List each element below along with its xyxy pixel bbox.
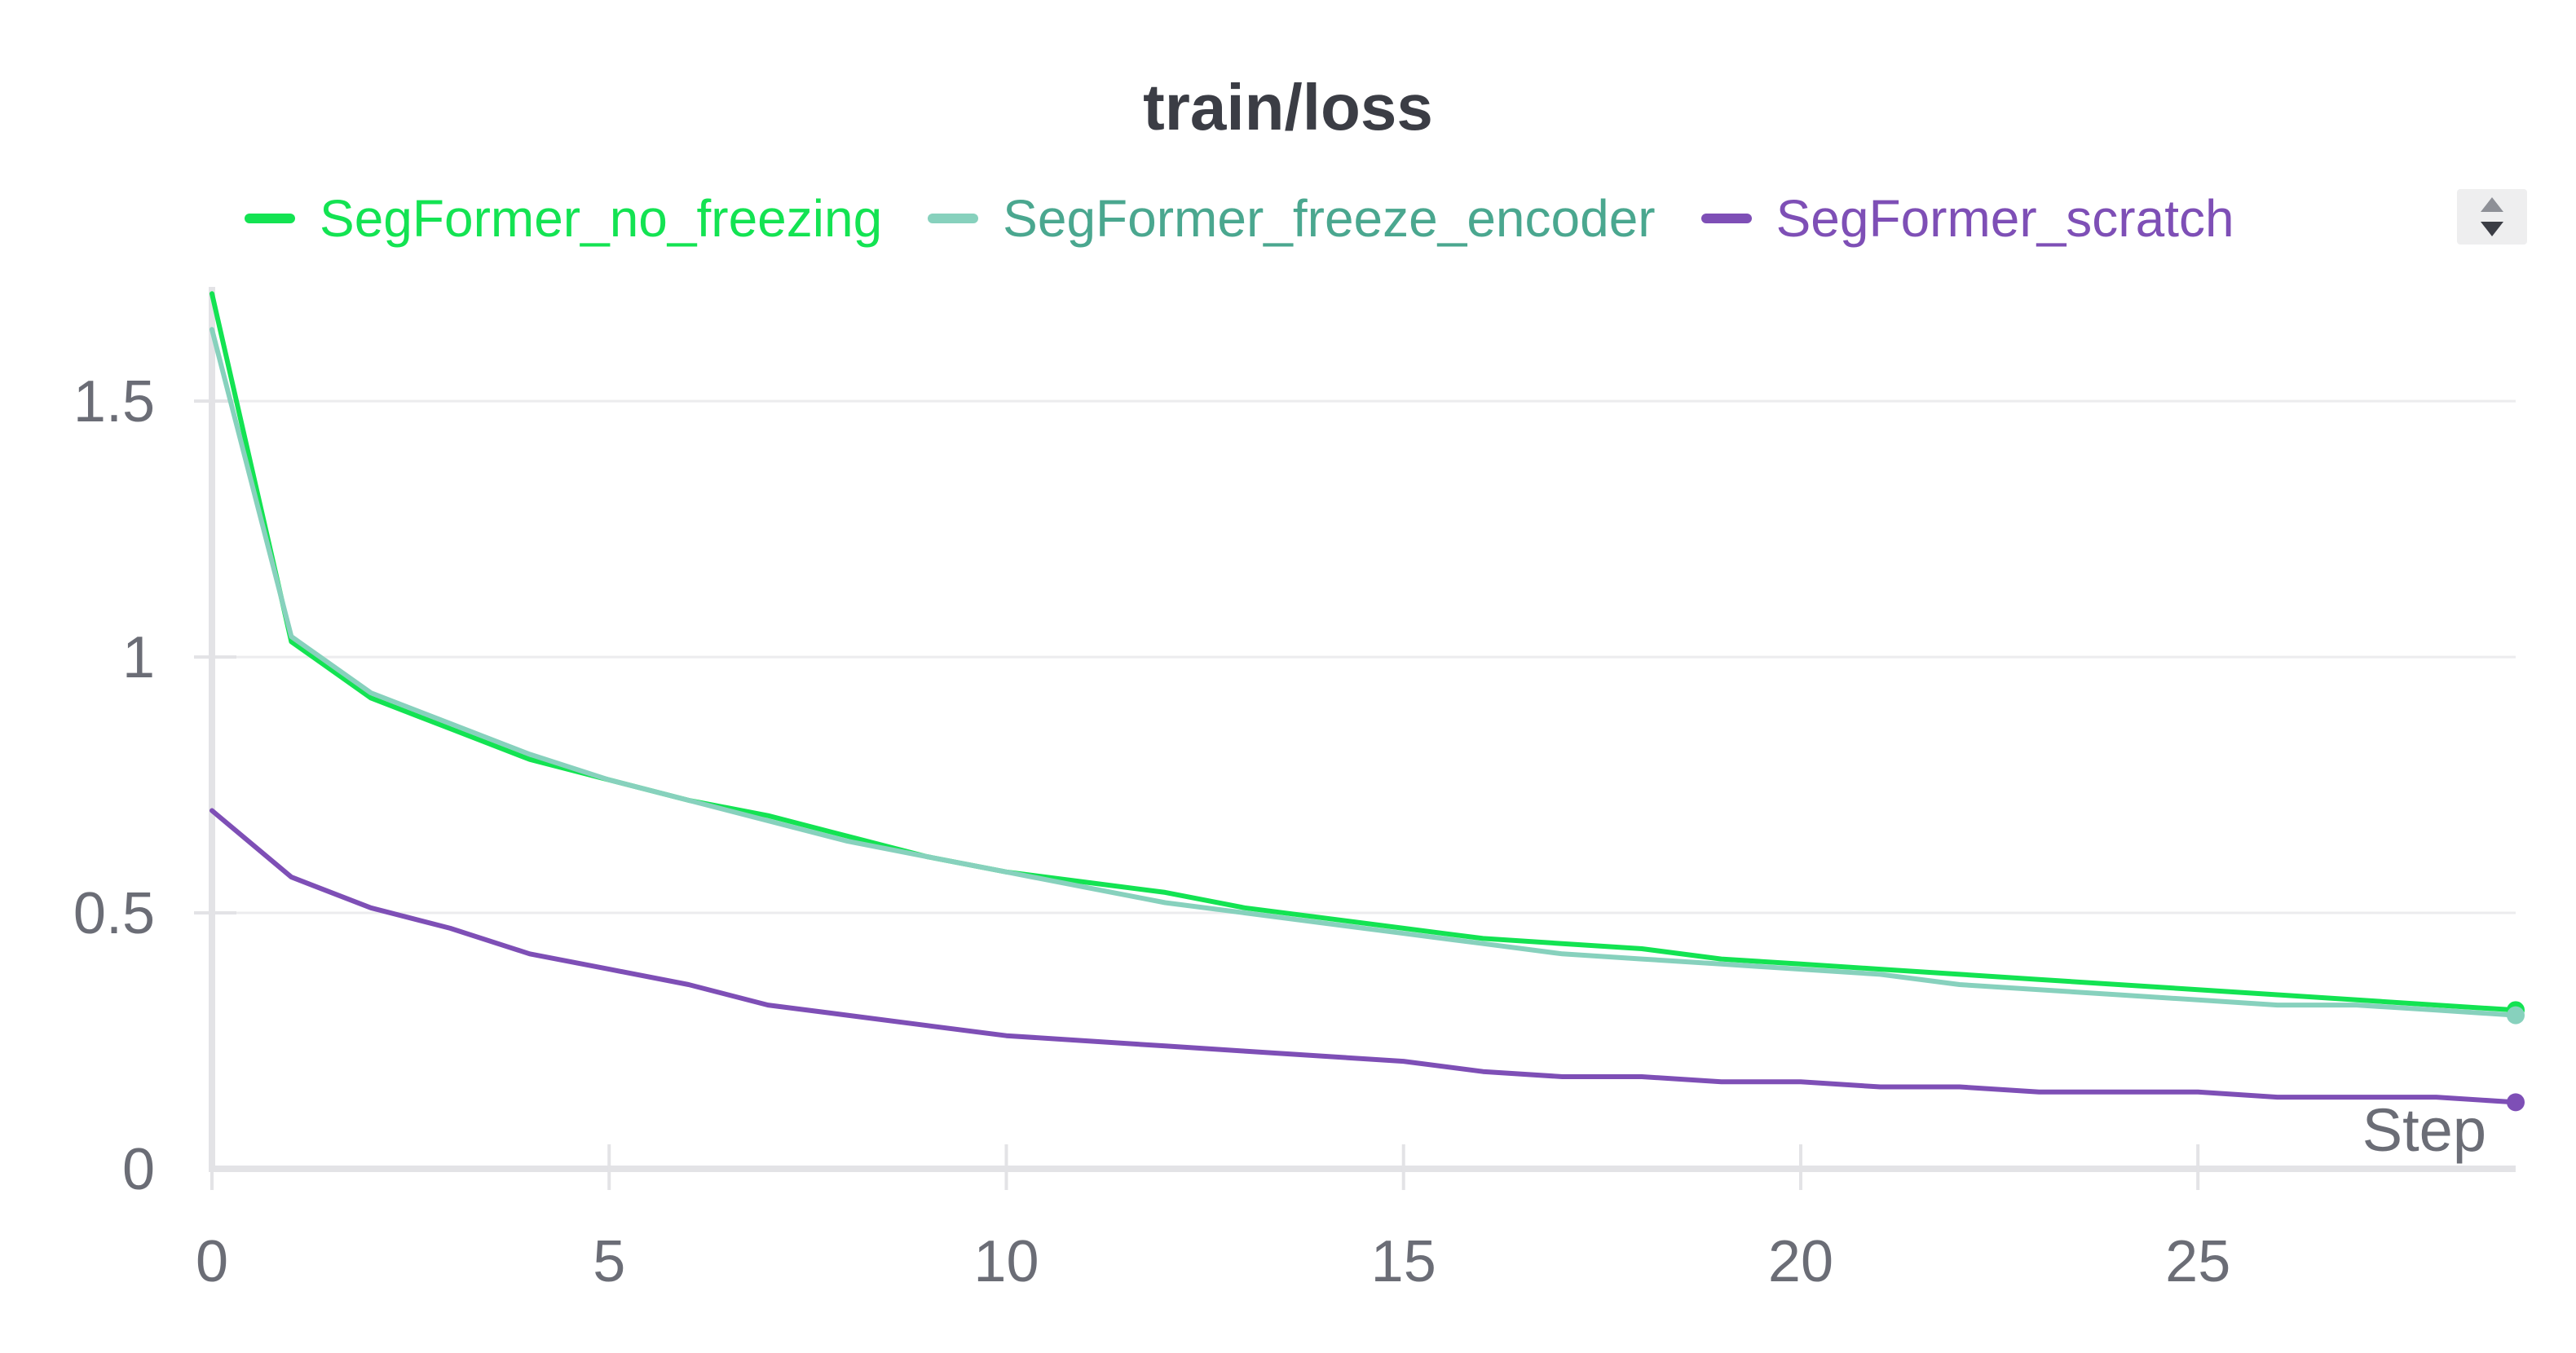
x-tick-label: 0 xyxy=(196,1229,228,1294)
x-axis-label: Step xyxy=(2362,1096,2486,1164)
series-line-1[interactable] xyxy=(210,327,2518,1018)
tick-labels: 0 0.5 1 1.5 0 5 10 15 20 25 xyxy=(73,369,2230,1294)
grid-lines xyxy=(212,399,2516,914)
sort-arrows-icon xyxy=(2481,197,2503,236)
series-line-2[interactable] xyxy=(210,808,2518,1105)
legend-item-scratch[interactable]: SegFormer_scratch xyxy=(1700,189,2234,248)
series-end-point-1[interactable] xyxy=(2507,1006,2525,1025)
y-tick-label: 1 xyxy=(122,625,155,690)
x-tick-label: 5 xyxy=(593,1229,625,1294)
legend-label-scratch: SegFormer_scratch xyxy=(1775,189,2234,248)
legend-item-no-freezing[interactable]: SegFormer_no_freezing xyxy=(245,192,882,245)
y-tick-label: 0 xyxy=(122,1137,155,1202)
legend-label-freeze-encoder: SegFormer_freeze_encoder xyxy=(1003,189,1656,248)
series-lines xyxy=(210,291,2525,1112)
y-tick-label: 1.5 xyxy=(73,369,155,434)
legend-swatch-no-freezing xyxy=(245,214,295,223)
legend-label-no-freezing: SegFormer_no_freezing xyxy=(320,189,883,248)
legend-swatch-scratch xyxy=(1700,214,1752,223)
legend: SegFormer_no_freezing SegFormer_freeze_e… xyxy=(245,186,2280,251)
x-tick-label: 10 xyxy=(973,1229,1039,1294)
x-tick-label: 20 xyxy=(1768,1229,1833,1294)
chart-title: train/loss xyxy=(1143,71,1433,143)
legend-item-freeze-encoder[interactable]: SegFormer_freeze_encoder xyxy=(928,189,1656,248)
legend-scroll-button[interactable] xyxy=(2457,189,2527,245)
y-tick-label: 0.5 xyxy=(73,881,155,946)
axes xyxy=(194,287,2516,1190)
series-end-point-2[interactable] xyxy=(2507,1093,2525,1112)
x-tick-label: 25 xyxy=(2165,1229,2230,1294)
x-tick-label: 15 xyxy=(1371,1229,1436,1294)
legend-swatch-freeze-encoder xyxy=(928,214,979,223)
